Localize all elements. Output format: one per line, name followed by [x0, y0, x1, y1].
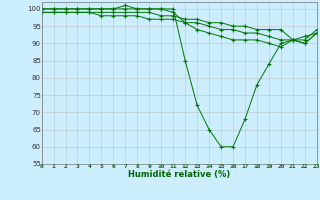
X-axis label: Humidité relative (%): Humidité relative (%): [128, 170, 230, 179]
